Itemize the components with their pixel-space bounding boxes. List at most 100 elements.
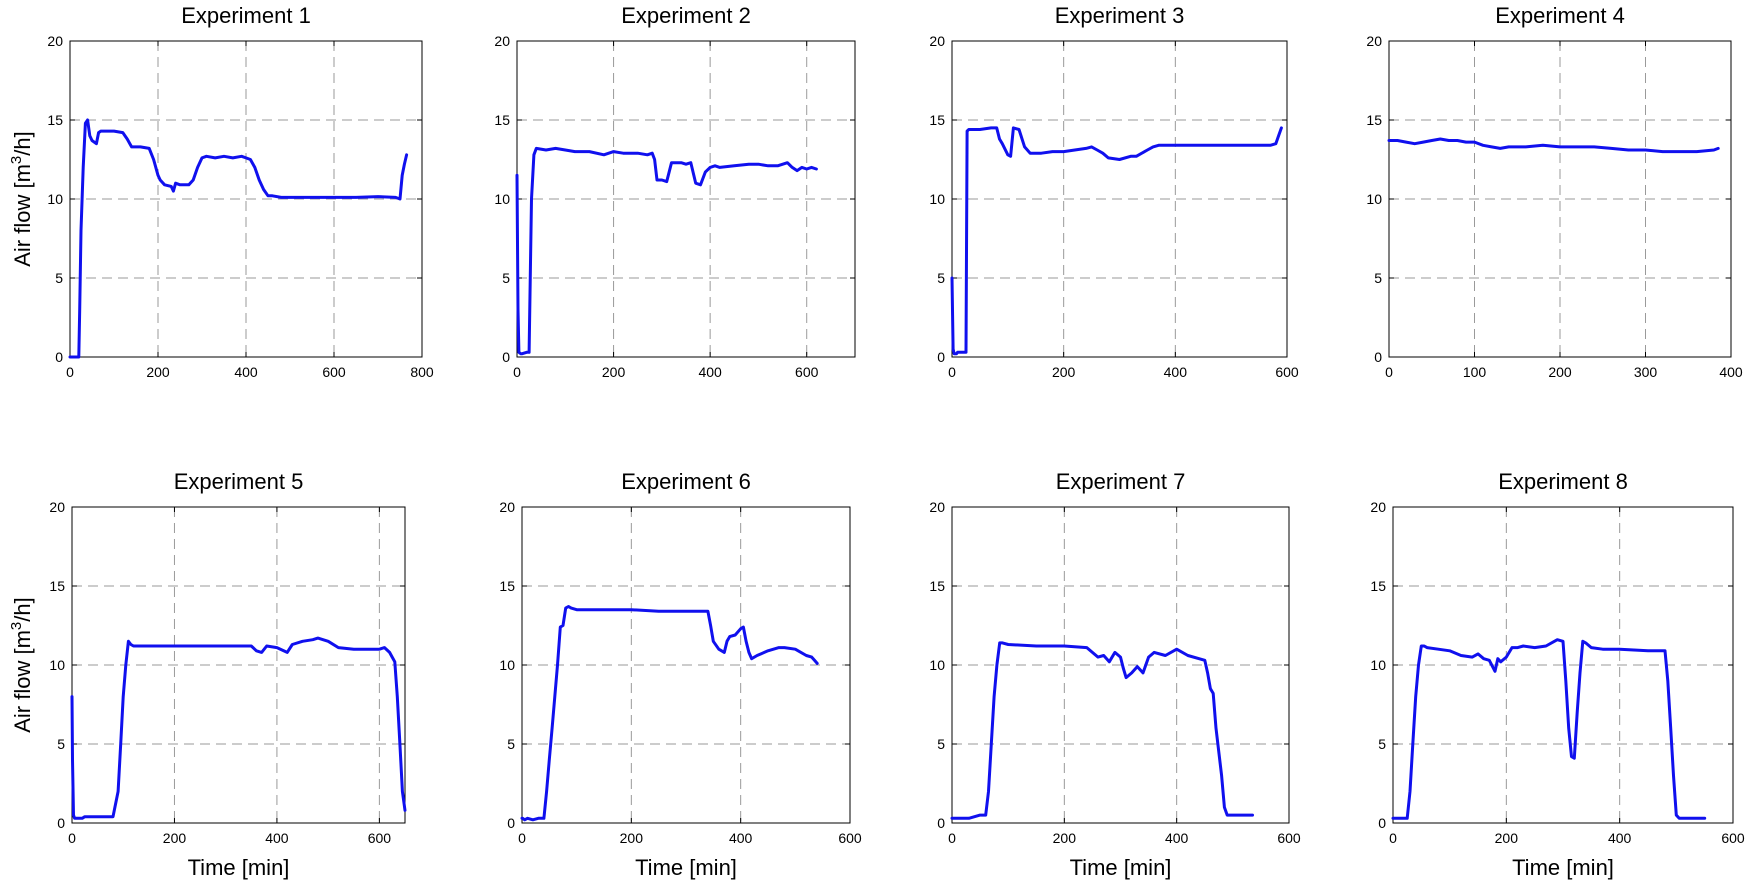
y-tick-label: 0 (1378, 815, 1386, 831)
y-tick-label: 20 (47, 33, 63, 49)
x-tick-label: 0 (68, 830, 76, 846)
x-tick-label: 100 (1463, 364, 1487, 380)
x-tick-label: 0 (1385, 364, 1393, 380)
y-tick-label: 20 (929, 33, 945, 49)
y-tick-label: 5 (57, 736, 65, 752)
x-tick-label: 400 (1165, 830, 1189, 846)
y-tick-label: 0 (502, 349, 510, 365)
x-tick-label: 200 (602, 364, 626, 380)
x-tick-label: 400 (1608, 830, 1632, 846)
x-tick-label: 400 (234, 364, 258, 380)
y-tick-label: 5 (937, 736, 945, 752)
x-tick-label: 200 (1053, 830, 1077, 846)
y-tick-label: 15 (49, 578, 65, 594)
x-tick-label: 600 (1275, 364, 1299, 380)
y-tick-label: 20 (929, 499, 945, 515)
y-axis-label: Air flow [m3/h] (8, 597, 35, 733)
x-tick-label: 600 (322, 364, 346, 380)
y-tick-label: 0 (1374, 349, 1382, 365)
air-flow-series-line (950, 126, 1283, 356)
air-flow-series-line (1387, 137, 1720, 154)
panel-title: Experiment 7 (1056, 469, 1186, 494)
x-axis-label: Time [min] (635, 855, 737, 880)
air-flow-series-line (70, 636, 407, 820)
y-axis-label: Air flow [m3/h] (8, 131, 35, 267)
y-tick-label: 10 (47, 191, 63, 207)
y-tick-label: 15 (47, 112, 63, 128)
x-tick-label: 400 (729, 830, 753, 846)
y-tick-label: 0 (937, 349, 945, 365)
experiment-panel-4: 0 100 200 300 400 0 5 10 15 20 Experiment 4 (1366, 3, 1742, 380)
x-tick-label: 200 (1495, 830, 1519, 846)
y-tick-label: 5 (1378, 736, 1386, 752)
experiment-panel-7: 0 200 400 600 0 5 10 15 20 Experiment 7 Time [min] (929, 469, 1300, 880)
panel-title: Experiment 2 (621, 3, 751, 28)
x-tick-label: 200 (1052, 364, 1076, 380)
y-axis-label-main: Air flow [m (10, 630, 35, 733)
x-tick-label: 300 (1634, 364, 1658, 380)
experiment-panel-5: 0 200 400 600 0 5 10 15 20 Experiment 5 Time [min]… (8, 469, 407, 880)
panel-title: Experiment 3 (1055, 3, 1185, 28)
y-tick-label: 20 (1366, 33, 1382, 49)
y-axis-label-superscript: 3 (8, 622, 25, 630)
x-tick-label: 200 (1548, 364, 1572, 380)
y-tick-label: 0 (937, 815, 945, 831)
x-tick-label: 800 (410, 364, 434, 380)
y-axis-label-main: Air flow [m (10, 164, 35, 267)
y-tick-label: 10 (49, 657, 65, 673)
x-axis-label: Time [min] (188, 855, 290, 880)
y-tick-label: 0 (507, 815, 515, 831)
x-tick-label: 200 (163, 830, 187, 846)
y-tick-label: 15 (929, 578, 945, 594)
x-tick-label: 400 (1164, 364, 1188, 380)
air-flow-series-line (515, 146, 818, 356)
panel-title: Experiment 4 (1495, 3, 1625, 28)
x-tick-label: 0 (948, 364, 956, 380)
x-tick-label: 0 (513, 364, 521, 380)
y-tick-label: 10 (1370, 657, 1386, 673)
x-tick-label: 400 (698, 364, 722, 380)
y-tick-label: 5 (55, 270, 63, 286)
y-tick-label: 20 (494, 33, 510, 49)
panel-title: Experiment 1 (181, 3, 311, 28)
y-tick-label: 10 (499, 657, 515, 673)
x-tick-label: 600 (795, 364, 819, 380)
y-axis-label-superscript: 3 (8, 156, 25, 164)
y-axis-label-tail: /h] (10, 597, 35, 621)
y-tick-label: 10 (929, 191, 945, 207)
y-axis-label-tail: /h] (10, 131, 35, 155)
y-tick-label: 0 (57, 815, 65, 831)
x-axis-label: Time [min] (1512, 855, 1614, 880)
x-tick-label: 600 (1721, 830, 1745, 846)
experiment-panel-2: 0 200 400 600 0 5 10 15 20 Experiment 2 (494, 3, 856, 380)
x-tick-label: 0 (66, 364, 74, 380)
x-tick-label: 0 (948, 830, 956, 846)
x-axis-label: Time [min] (1070, 855, 1172, 880)
y-tick-label: 10 (1366, 191, 1382, 207)
x-tick-label: 600 (368, 830, 392, 846)
y-tick-label: 15 (1370, 578, 1386, 594)
y-tick-label: 10 (494, 191, 510, 207)
y-tick-label: 5 (1374, 270, 1382, 286)
x-tick-label: 200 (146, 364, 170, 380)
air-flow-series-line (68, 118, 409, 359)
y-tick-label: 5 (502, 270, 510, 286)
x-tick-label: 600 (838, 830, 862, 846)
y-tick-label: 15 (499, 578, 515, 594)
y-tick-label: 15 (494, 112, 510, 128)
experiment-panel-3: 0 200 400 600 0 5 10 15 20 Experiment 3 (929, 3, 1298, 380)
y-tick-label: 20 (49, 499, 65, 515)
x-tick-label: 0 (518, 830, 526, 846)
y-tick-label: 5 (937, 270, 945, 286)
x-tick-label: 200 (620, 830, 644, 846)
y-tick-label: 15 (1366, 112, 1382, 128)
panel-title: Experiment 5 (174, 469, 304, 494)
x-tick-label: 0 (1389, 830, 1397, 846)
experiment-panel-6: 0 200 400 600 0 5 10 15 20 Experiment 6 Time [min] (499, 469, 861, 880)
y-tick-label: 5 (507, 736, 515, 752)
y-tick-label: 15 (929, 112, 945, 128)
experiment-panel-1: 0 200 400 600 800 0 5 10 15 20 Experiment 1 Air flo… (8, 3, 434, 380)
y-tick-label: 0 (55, 349, 63, 365)
x-tick-label: 600 (1277, 830, 1301, 846)
